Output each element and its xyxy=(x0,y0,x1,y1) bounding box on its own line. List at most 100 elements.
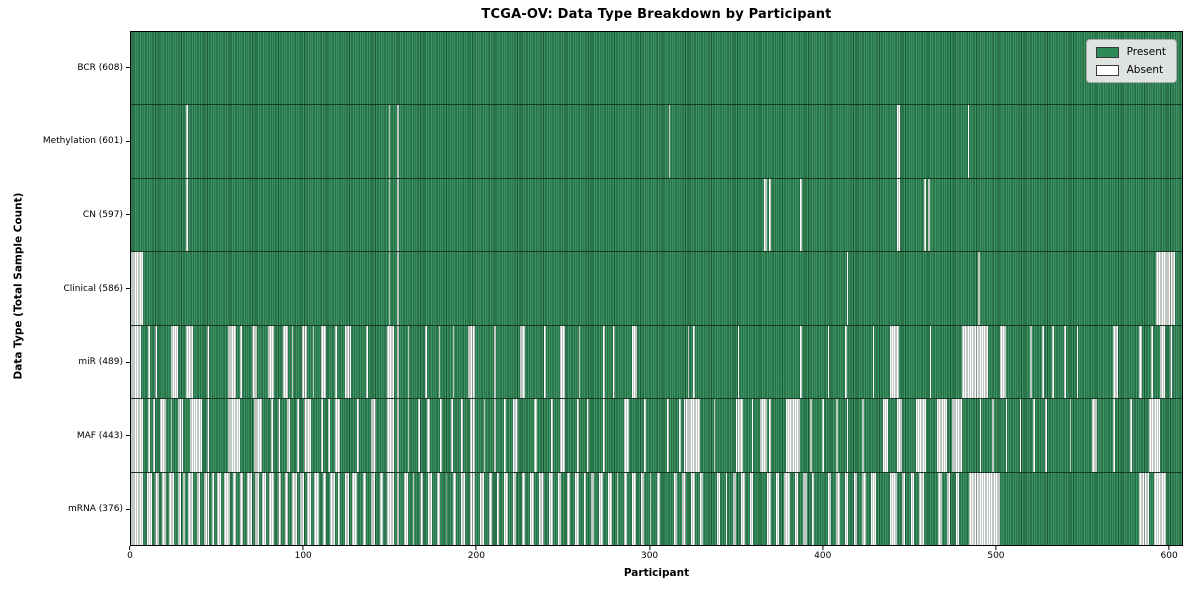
absent-run xyxy=(397,399,399,472)
absent-run xyxy=(1005,399,1008,472)
absent-run xyxy=(533,399,538,472)
x-tick-400: 400 xyxy=(814,546,831,561)
absent-run xyxy=(1033,399,1036,472)
absent-run xyxy=(1112,399,1115,472)
absent-run xyxy=(286,399,291,472)
y-axis: BCR (608) Methylation (601) CN (597) Clinic… xyxy=(0,31,130,546)
absent-run xyxy=(853,472,858,545)
absent-run xyxy=(910,472,915,545)
absent-run xyxy=(283,325,289,399)
absent-run xyxy=(1154,472,1167,545)
absent-run xyxy=(483,399,486,472)
absent-run xyxy=(296,399,299,472)
absent-run xyxy=(186,178,189,252)
absent-run xyxy=(186,325,194,399)
absent-run xyxy=(371,472,375,545)
absent-run xyxy=(616,472,619,545)
absent-run xyxy=(578,325,581,399)
absent-run xyxy=(1112,325,1119,399)
y-tick-miR: miR (489) xyxy=(78,357,130,367)
absent-run xyxy=(827,472,832,545)
absent-run xyxy=(357,399,360,472)
absent-run xyxy=(919,472,925,545)
absent-run xyxy=(656,472,660,545)
absent-run xyxy=(388,105,391,178)
absent-run xyxy=(232,472,237,545)
absent-run xyxy=(1130,399,1132,472)
chart-title: TCGA-OV: Data Type Breakdown by Particip… xyxy=(481,7,832,22)
absent-run xyxy=(915,399,927,472)
absent-run xyxy=(682,472,686,545)
plot-area: Present Absent xyxy=(130,31,1183,546)
absent-run xyxy=(407,325,410,399)
absent-run xyxy=(312,325,315,399)
absent-run xyxy=(736,399,743,472)
absent-run xyxy=(131,472,144,545)
absent-run xyxy=(169,472,175,545)
absent-run xyxy=(131,252,144,325)
legend: Present Absent xyxy=(1085,39,1177,83)
absent-run xyxy=(397,178,399,252)
absent-run xyxy=(760,399,768,472)
absent-run xyxy=(334,399,341,472)
absent-run xyxy=(640,472,645,545)
absent-run xyxy=(212,472,214,545)
absent-run xyxy=(559,399,565,472)
legend-item-absent: Absent xyxy=(1095,64,1166,76)
y-tick-mRNA: mRNA (376) xyxy=(68,504,130,514)
absent-run xyxy=(488,472,493,545)
absent-run xyxy=(404,472,408,545)
absent-run xyxy=(576,399,579,472)
absent-run xyxy=(952,399,963,472)
absent-run xyxy=(338,472,341,545)
absent-run xyxy=(870,472,877,545)
absent-run xyxy=(763,178,768,252)
absent-run xyxy=(1169,325,1172,399)
absent-run xyxy=(583,472,586,545)
absent-run xyxy=(924,178,927,252)
absent-run xyxy=(687,325,690,399)
absent-run xyxy=(1138,472,1150,545)
x-axis-label: Participant xyxy=(623,567,690,579)
absent-run xyxy=(224,472,230,545)
absent-run xyxy=(559,325,565,399)
absent-run xyxy=(196,472,201,545)
absent-run xyxy=(438,325,441,399)
absent-run xyxy=(252,325,258,399)
absent-run xyxy=(673,472,678,545)
absent-run xyxy=(784,472,790,545)
absent-run xyxy=(678,399,681,472)
absent-run xyxy=(836,472,840,545)
absent-run xyxy=(217,472,221,545)
absent-run xyxy=(461,399,463,472)
absent-run xyxy=(386,325,394,399)
absent-run xyxy=(946,472,951,545)
absent-run xyxy=(810,399,813,472)
x-tick-200: 200 xyxy=(468,546,485,561)
absent-run xyxy=(691,472,695,545)
absent-run xyxy=(388,252,391,325)
absent-run xyxy=(566,472,571,545)
y-tick-Clinical: Clinical (586) xyxy=(63,284,130,294)
absent-run xyxy=(602,399,605,472)
absent-run xyxy=(1092,399,1098,472)
absent-run xyxy=(812,472,814,545)
absent-run xyxy=(962,325,989,399)
absent-run xyxy=(255,472,259,545)
absent-run xyxy=(969,472,1001,545)
absent-run xyxy=(538,472,545,545)
absent-run xyxy=(978,252,980,325)
absent-run xyxy=(692,325,695,399)
absent-run xyxy=(521,472,526,545)
absent-run xyxy=(419,472,424,545)
absent-run xyxy=(827,325,830,399)
absent-run xyxy=(291,325,294,399)
absent-run xyxy=(862,399,864,472)
y-tick-MAF: MAF (443) xyxy=(77,431,130,441)
row-MAF xyxy=(131,398,1182,472)
absent-run xyxy=(371,399,377,472)
absent-run xyxy=(155,472,159,545)
y-tick-Methylation: Methylation (601) xyxy=(43,136,130,146)
absent-run xyxy=(666,399,669,472)
absent-run xyxy=(1000,325,1006,399)
